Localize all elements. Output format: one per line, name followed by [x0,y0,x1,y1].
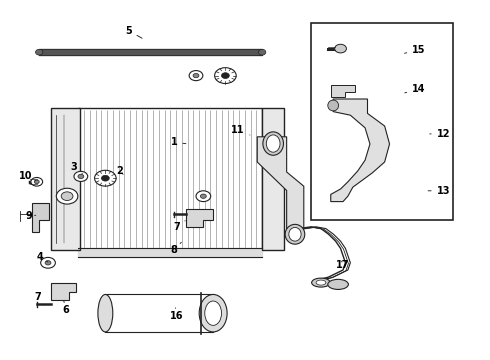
Polygon shape [51,283,76,300]
Circle shape [335,44,346,53]
Text: 11: 11 [231,125,250,135]
Text: 16: 16 [170,308,183,321]
Circle shape [221,73,229,78]
Text: 7: 7 [35,292,44,305]
Bar [311,23,453,220]
Circle shape [45,261,51,265]
Bar [78,108,262,250]
Circle shape [101,175,109,181]
Circle shape [196,191,211,202]
Ellipse shape [285,224,305,244]
Circle shape [61,192,73,201]
Ellipse shape [328,279,348,289]
Text: 9: 9 [25,211,36,221]
Ellipse shape [328,100,339,111]
Polygon shape [331,99,390,202]
Bar [262,108,284,250]
Circle shape [189,71,203,81]
Bar [51,108,80,250]
Text: 10: 10 [19,171,36,181]
Text: 2: 2 [117,166,123,176]
Text: 7: 7 [173,221,185,232]
Circle shape [215,68,236,84]
Circle shape [95,170,116,186]
Circle shape [419,189,429,196]
Text: 3: 3 [70,162,82,174]
Ellipse shape [312,278,330,287]
Ellipse shape [199,294,227,332]
Text: 6: 6 [63,301,70,315]
Text: 17: 17 [336,260,350,270]
Text: 12: 12 [430,129,450,139]
Circle shape [78,174,84,179]
Text: 8: 8 [171,242,181,255]
Ellipse shape [205,301,221,325]
Ellipse shape [36,49,43,55]
Text: 1: 1 [171,137,186,147]
Polygon shape [186,209,213,227]
Circle shape [56,188,78,204]
Circle shape [74,171,88,181]
Ellipse shape [267,135,280,152]
Ellipse shape [316,280,326,285]
Text: 13: 13 [428,186,450,196]
Circle shape [41,257,55,268]
Circle shape [193,73,199,78]
Text: 4: 4 [37,252,48,262]
Polygon shape [257,137,304,229]
Polygon shape [32,203,49,232]
Ellipse shape [98,294,113,332]
Text: 15: 15 [404,45,426,55]
Polygon shape [331,85,355,97]
Text: 14: 14 [405,84,426,94]
Text: 5: 5 [125,26,142,38]
Ellipse shape [289,228,301,241]
Circle shape [31,177,43,186]
Ellipse shape [259,49,266,55]
Circle shape [200,194,206,198]
Circle shape [34,180,39,184]
Ellipse shape [263,132,283,155]
